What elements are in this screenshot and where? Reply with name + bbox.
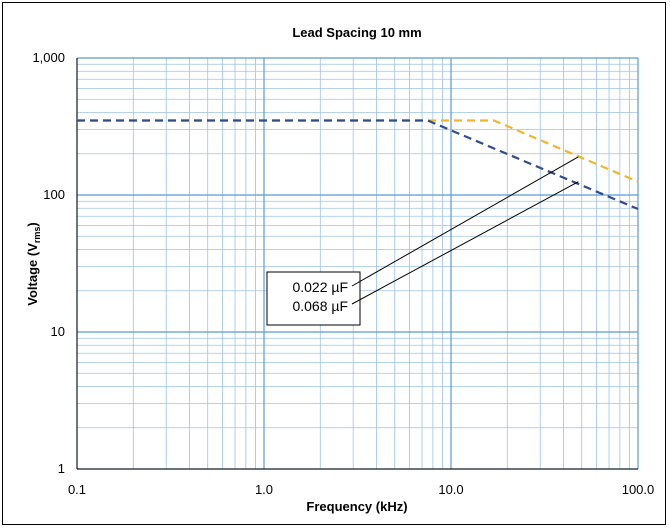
chart-title: Lead Spacing 10 mm [292, 25, 421, 40]
legend-box [266, 271, 361, 326]
callout-leader-0068 [351, 181, 579, 305]
x-tick-label: 1.0 [255, 482, 273, 497]
x-tick-labels: 0.1 1.0 10.0 100.0 [68, 482, 654, 497]
y-axis-label-close: ) [25, 222, 40, 226]
plot-area-border [76, 58, 638, 470]
y-tick-label: 10 [51, 324, 65, 339]
callout-leader-0022 [351, 156, 579, 287]
series-layer [77, 119, 639, 211]
y-tick-labels: 1 10 100 1,000 [32, 50, 65, 476]
x-axis-label: Frequency (kHz) [306, 499, 407, 514]
chart-frame [2, 2, 666, 525]
x-tick-label: 10.0 [438, 482, 463, 497]
y-axis-label-main: Voltage (V [25, 243, 40, 306]
y-tick-label: 1,000 [32, 50, 65, 65]
x-tick-label: 100.0 [622, 482, 655, 497]
x-tick-label: 0.1 [68, 482, 86, 497]
y-axis-label-subscript: rms [32, 227, 42, 244]
legend-label-0068: 0.068 µF [292, 298, 348, 314]
y-tick-label: 100 [43, 187, 65, 202]
series-line-1 [77, 119, 639, 211]
grid-minor [77, 58, 638, 469]
y-axis-label: Voltage (Vrms) [25, 222, 42, 305]
series-line-0 [77, 119, 639, 183]
legend-callout: 0.022 µF 0.068 µF [266, 156, 579, 326]
y-tick-label: 1 [58, 461, 65, 476]
legend-label-0022: 0.022 µF [292, 279, 348, 295]
